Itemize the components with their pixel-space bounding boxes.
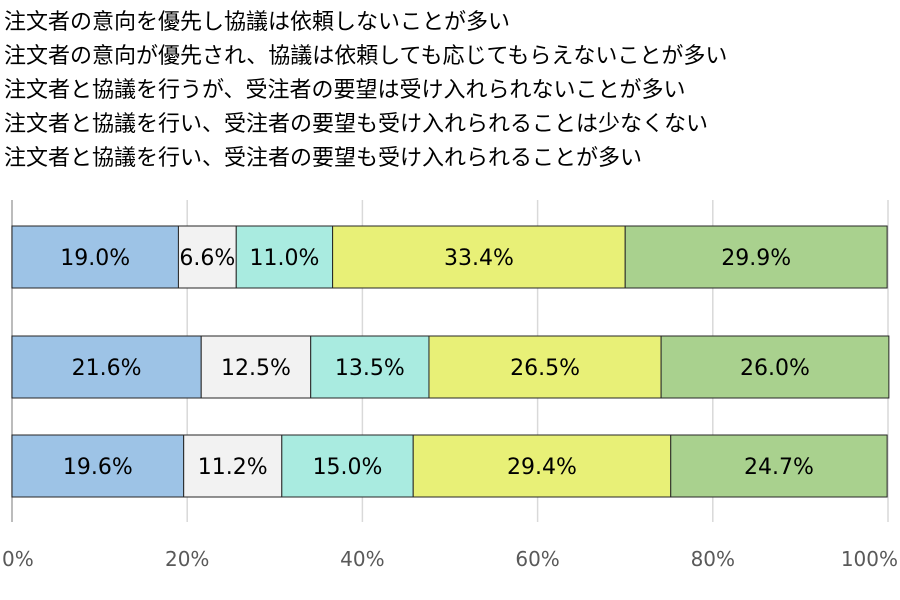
data-label: 12.5% bbox=[221, 356, 291, 381]
bar-segment bbox=[670, 434, 888, 498]
x-tick-label: 0% bbox=[2, 547, 34, 571]
data-label: 21.6% bbox=[72, 356, 142, 381]
bar-segment bbox=[624, 225, 888, 289]
data-label: 15.0% bbox=[313, 455, 383, 480]
data-label: 26.5% bbox=[510, 356, 580, 381]
data-label: 11.2% bbox=[198, 455, 268, 480]
data-label: 29.9% bbox=[721, 246, 791, 271]
legend-entry-2: 注文者の意向が優先され、協議は依頼しても応じてもらえないことが多い bbox=[4, 44, 728, 69]
legend-entry-3: 注文者と協議を行うが、受注者の要望は受け入れられないことが多い bbox=[4, 78, 686, 103]
data-label: 13.5% bbox=[335, 356, 405, 381]
bar-segment bbox=[310, 335, 430, 399]
bar-segment bbox=[428, 335, 662, 399]
data-label: 26.0% bbox=[740, 356, 810, 381]
data-label: 11.0% bbox=[249, 246, 319, 271]
x-tick-label: 80% bbox=[691, 547, 735, 571]
bar-segment bbox=[660, 335, 890, 399]
chart-legend: 注文者の意向を優先し協議は依頼しないことが多い 注文者の意向が優先され、協議は依… bbox=[4, 6, 727, 176]
data-label: 33.4% bbox=[444, 246, 514, 271]
data-label: 19.0% bbox=[60, 246, 130, 271]
data-label: 24.7% bbox=[744, 455, 814, 480]
data-label: 6.6% bbox=[179, 246, 235, 271]
bar-segment bbox=[412, 434, 672, 498]
bar-segment bbox=[235, 225, 334, 289]
legend-entry-4: 注文者と協議を行い、受注者の要望も受け入れられることは少なくない bbox=[4, 112, 709, 137]
x-tick-label: 40% bbox=[340, 547, 384, 571]
x-tick-label: 20% bbox=[165, 547, 209, 571]
data-label: 29.4% bbox=[507, 455, 577, 480]
bar-segment bbox=[183, 434, 283, 498]
bar-segment bbox=[332, 225, 626, 289]
bar-segment bbox=[281, 434, 414, 498]
legend-entry-5: 注文者と協議を行い、受注者の要望も受け入れられることが多い bbox=[4, 146, 643, 171]
data-label: 19.6% bbox=[63, 455, 133, 480]
legend-entry-1: 注文者の意向を優先し協議は依頼しないことが多い bbox=[4, 10, 511, 35]
x-tick-label: 100% bbox=[841, 547, 898, 571]
bar-segment bbox=[11, 335, 202, 399]
x-tick-label: 60% bbox=[515, 547, 559, 571]
bar-segment bbox=[11, 434, 185, 498]
